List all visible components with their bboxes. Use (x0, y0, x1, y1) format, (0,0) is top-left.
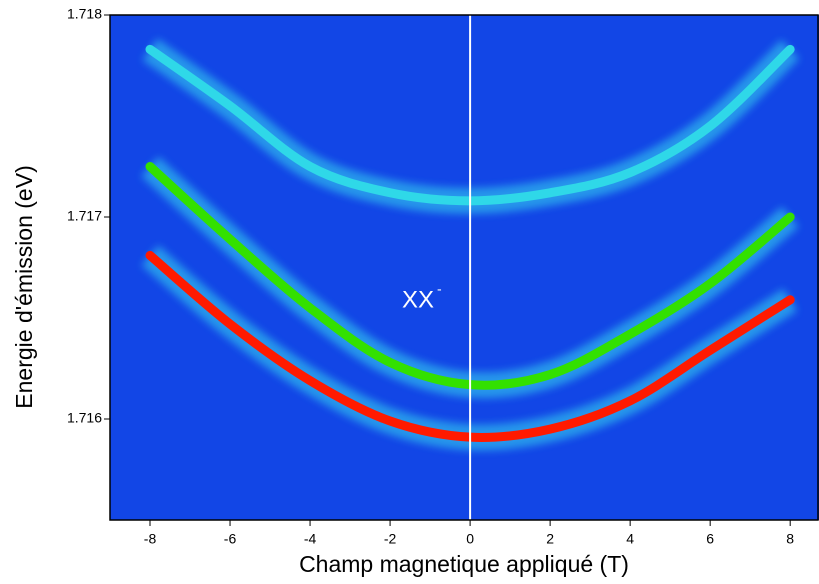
axes: -8 -6 -4 -2 0 2 4 6 8 1.716 1.717 1.718 (67, 6, 819, 547)
x-tick-label: 0 (466, 531, 474, 547)
x-tick-label: 4 (626, 531, 634, 547)
y-axis-title: Energie d'émission (eV) (11, 165, 37, 408)
x-tick-label: -8 (144, 531, 157, 547)
plot-area: XX - (141, 15, 800, 520)
x-axis-title: Champ magnetique appliqué (T) (299, 551, 629, 577)
y-tick-label: 1.717 (67, 208, 102, 224)
y-tick-label: 1.716 (67, 410, 102, 426)
annotation-sup: - (437, 281, 442, 297)
x-tick-label: -4 (304, 531, 317, 547)
x-tick-label: 2 (546, 531, 554, 547)
plot-frame (109, 14, 819, 521)
x-tick-label: 6 (706, 531, 714, 547)
x-tick-label: -2 (384, 531, 397, 547)
annotation: XX (402, 286, 434, 313)
x-tick-label: -6 (224, 531, 237, 547)
y-tick-label: 1.718 (67, 6, 102, 22)
x-tick-label: 8 (786, 531, 794, 547)
